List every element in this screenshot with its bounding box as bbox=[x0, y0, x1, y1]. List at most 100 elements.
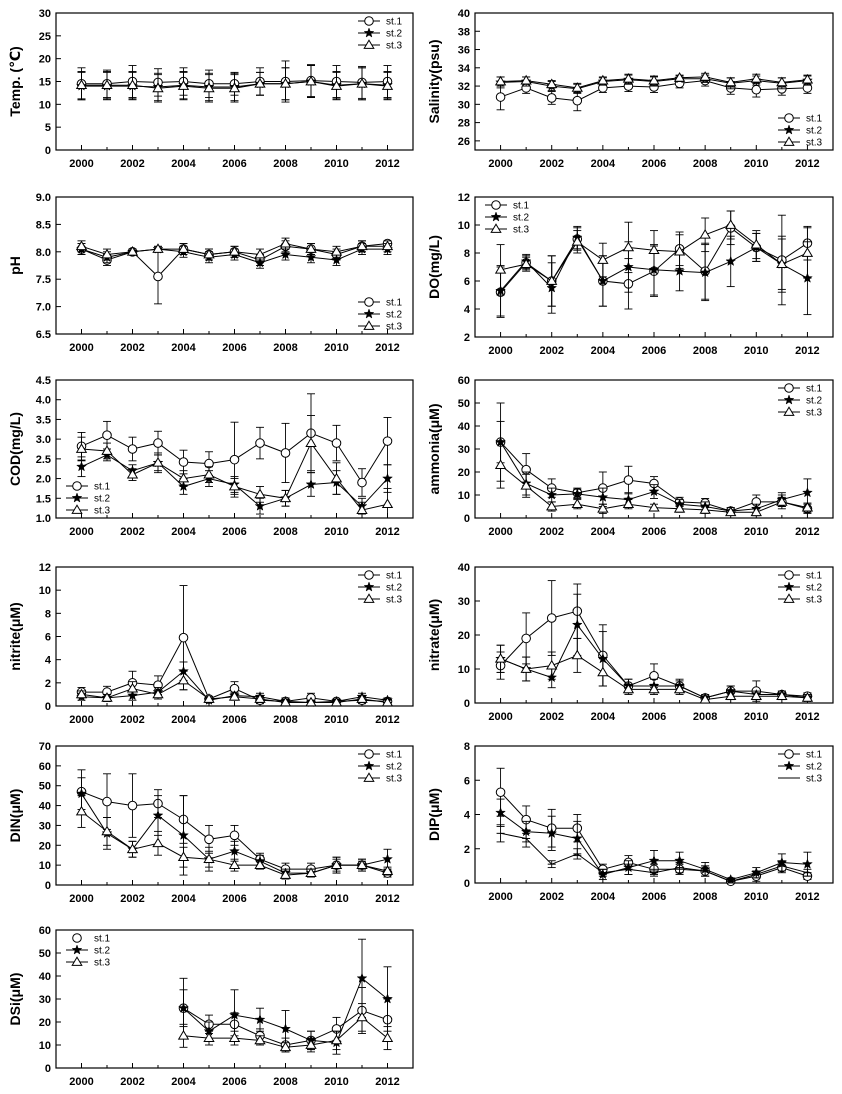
x-tick-label: 2006 bbox=[222, 714, 246, 726]
y-tick-label: 8 bbox=[464, 741, 470, 753]
data-point bbox=[699, 693, 711, 704]
legend: st.1st.2st.3 bbox=[778, 749, 823, 785]
x-tick-label: 2010 bbox=[324, 1076, 348, 1088]
data-point bbox=[228, 1032, 241, 1042]
legend-marker bbox=[783, 136, 795, 146]
y-tick-label: 40 bbox=[458, 8, 470, 20]
data-point bbox=[228, 246, 241, 256]
y-tick-label: 30 bbox=[458, 444, 470, 456]
data-point bbox=[546, 500, 558, 511]
chart-9: 0 10 20 30 40 50 60 70 2000 2002 2004 2006 2008 2010 2… bbox=[7, 741, 414, 905]
x-tick-label: 2012 bbox=[795, 711, 819, 723]
chart-5: 1.0 1.5 2.0 2.5 3.0 3.5 4.0 4.5 2000 2002 2004 2006… bbox=[7, 375, 414, 538]
y-axis-label: COD(mg/L) bbox=[7, 412, 23, 486]
data-point bbox=[521, 633, 531, 644]
y-tick-label: 28 bbox=[458, 118, 470, 130]
data-point bbox=[305, 1039, 317, 1049]
legend-marker bbox=[783, 394, 795, 405]
x-tick-label: 2012 bbox=[795, 158, 819, 170]
legend: st.1st.2st.3 bbox=[358, 16, 403, 52]
data-point bbox=[673, 683, 686, 694]
data-point bbox=[178, 457, 189, 467]
data-point bbox=[546, 827, 558, 838]
data-point bbox=[571, 498, 583, 509]
data-point bbox=[203, 82, 215, 93]
data-point bbox=[725, 255, 737, 266]
x-tick-label: 2006 bbox=[642, 711, 666, 723]
legend-marker bbox=[363, 772, 375, 782]
legend-label: st.3 bbox=[94, 506, 111, 517]
data-point bbox=[382, 993, 393, 1004]
x-tick-label: 2008 bbox=[693, 158, 717, 170]
x-tick-label: 2006 bbox=[642, 891, 666, 903]
series-st1 bbox=[76, 585, 393, 707]
y-tick-label: 0 bbox=[464, 513, 470, 525]
legend-label: st.1 bbox=[94, 934, 111, 945]
data-point bbox=[152, 243, 164, 253]
x-tick-label: 2010 bbox=[744, 158, 768, 170]
x-tick-label: 2004 bbox=[591, 158, 616, 170]
data-point bbox=[622, 683, 635, 694]
data-point bbox=[494, 653, 507, 663]
data-point bbox=[356, 504, 368, 514]
y-tick-label: 4 bbox=[464, 810, 471, 822]
x-tick-label: 2000 bbox=[69, 714, 93, 726]
y-tick-label: 60 bbox=[39, 761, 51, 773]
y-tick-label: 6 bbox=[464, 276, 470, 288]
legend-label: st.3 bbox=[806, 595, 823, 606]
data-point bbox=[330, 246, 343, 256]
x-tick-label: 2008 bbox=[693, 891, 717, 903]
y-tick-label: 40 bbox=[39, 971, 51, 983]
x-tick-label: 2008 bbox=[693, 526, 717, 538]
data-point bbox=[597, 503, 609, 513]
x-tick-label: 2006 bbox=[642, 526, 666, 538]
series-st3 bbox=[75, 237, 394, 261]
x-tick-label: 2000 bbox=[69, 893, 93, 905]
legend-label: st.2 bbox=[386, 310, 403, 321]
data-point bbox=[801, 247, 814, 257]
legend-marker bbox=[364, 16, 374, 26]
legend: st.1st.2st.3 bbox=[66, 933, 111, 969]
data-point bbox=[571, 236, 583, 246]
data-point bbox=[203, 1032, 215, 1042]
data-point bbox=[699, 266, 711, 278]
data-point bbox=[330, 472, 343, 483]
x-tick-label: 2004 bbox=[591, 526, 616, 538]
data-point bbox=[382, 853, 393, 864]
y-tick-label: 8.0 bbox=[36, 247, 51, 259]
legend-marker bbox=[363, 308, 375, 319]
data-point bbox=[330, 859, 343, 870]
legend-label: st.1 bbox=[386, 17, 403, 28]
y-tick-label: 2 bbox=[464, 844, 470, 856]
data-point bbox=[356, 77, 368, 88]
series-st3 bbox=[496, 824, 812, 884]
x-tick-label: 2004 bbox=[171, 1076, 196, 1088]
legend-marker bbox=[71, 956, 83, 966]
legend-marker bbox=[71, 944, 83, 955]
y-tick-label: 10 bbox=[458, 220, 470, 232]
x-tick-label: 2006 bbox=[222, 893, 246, 905]
x-tick-label: 2004 bbox=[591, 891, 616, 903]
x-tick-label: 2006 bbox=[222, 342, 246, 354]
y-tick-label: 9.0 bbox=[36, 192, 51, 204]
y-tick-label: 36 bbox=[458, 45, 470, 57]
data-point bbox=[495, 787, 506, 798]
x-tick-label: 2008 bbox=[273, 526, 297, 538]
series-st3 bbox=[75, 65, 394, 103]
y-tick-label: 40 bbox=[39, 801, 51, 813]
data-point bbox=[102, 430, 112, 441]
y-tick-label: 26 bbox=[458, 136, 470, 148]
y-tick-label: 7.0 bbox=[36, 302, 51, 314]
legend-label: st.2 bbox=[513, 213, 530, 224]
series-st3 bbox=[75, 415, 394, 519]
x-tick-label: 2004 bbox=[171, 526, 196, 538]
x-tick-label: 2008 bbox=[693, 711, 717, 723]
data-point bbox=[494, 459, 507, 469]
data-point bbox=[101, 79, 113, 90]
y-tick-label: 20 bbox=[458, 467, 470, 479]
data-point bbox=[177, 80, 190, 90]
legend-label: st.2 bbox=[806, 762, 823, 773]
y-tick-label: 2.0 bbox=[36, 474, 51, 486]
chart-6: 0 10 20 30 40 50 60 2000 2002 2004 2006 2008 2010 201… bbox=[426, 375, 834, 538]
